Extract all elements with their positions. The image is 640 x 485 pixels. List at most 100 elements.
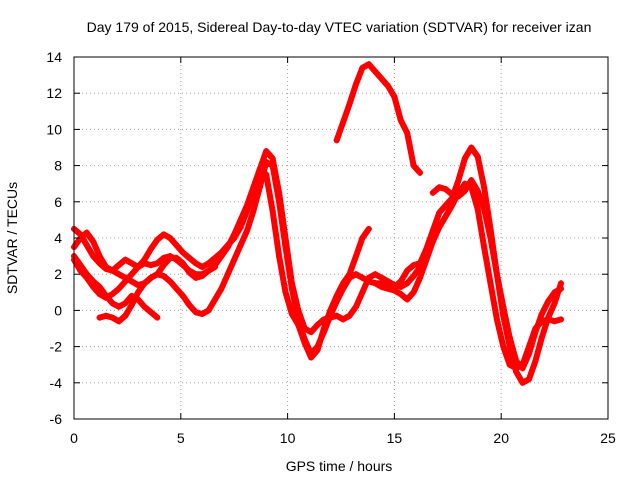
data-point [493, 271, 500, 278]
data-point [141, 280, 148, 287]
y-tick-label: 6 [54, 194, 62, 210]
data-point [135, 263, 142, 270]
y-tick-label: -2 [50, 339, 63, 355]
x-tick-label: 10 [280, 430, 296, 446]
data-point [352, 271, 359, 278]
data-point [346, 312, 353, 319]
data-point [269, 155, 276, 162]
data-point [372, 68, 379, 75]
data-point [199, 263, 206, 270]
data-point [493, 316, 500, 323]
data-point [314, 343, 321, 350]
data-point [179, 249, 186, 256]
data-point [109, 291, 116, 298]
data-point [103, 312, 110, 319]
data-point [455, 177, 462, 184]
data-point [96, 260, 103, 267]
data-point [340, 285, 347, 292]
data-point [352, 253, 359, 260]
data-point [417, 274, 424, 281]
data-point [474, 153, 481, 160]
data-point [154, 271, 161, 278]
data-point [558, 316, 565, 323]
data-point [314, 321, 321, 328]
data-point [417, 169, 424, 176]
data-point [237, 224, 244, 231]
data-point [90, 238, 97, 245]
data-point [391, 93, 398, 100]
data-point [410, 262, 417, 269]
data-point [308, 350, 315, 357]
data-point [378, 274, 385, 281]
data-point [481, 206, 488, 213]
series-trace [333, 61, 423, 176]
data-point [410, 162, 417, 169]
x-tick-label: 25 [600, 430, 616, 446]
series-arc-5 [96, 254, 218, 325]
data-point [506, 334, 513, 341]
data-point [160, 254, 167, 261]
data-point [250, 207, 257, 214]
data-point [359, 235, 366, 241]
y-tick-label: 12 [46, 85, 62, 101]
x-tick-label: 20 [493, 430, 509, 446]
x-tick-label: 15 [387, 430, 403, 446]
data-point [359, 289, 366, 296]
data-point [231, 256, 238, 263]
data-point [532, 329, 539, 336]
data-point [128, 260, 135, 267]
data-point [83, 229, 90, 236]
data-point [211, 263, 218, 270]
x-axis-label: GPS time / hours [286, 458, 393, 474]
data-point [167, 235, 174, 241]
y-tick-label: 4 [54, 230, 62, 246]
data-point [147, 309, 154, 316]
chart-title: Day 179 of 2015, Sidereal Day-to-day VTE… [87, 19, 592, 35]
data-point [397, 291, 404, 298]
data-point [333, 312, 340, 319]
data-point [224, 271, 231, 278]
data-point [404, 296, 411, 303]
data-point [301, 336, 308, 343]
data-point [211, 254, 218, 261]
y-tick-label: 14 [46, 49, 62, 65]
data-point [474, 187, 481, 194]
data-point [551, 318, 558, 325]
data-point [558, 285, 565, 292]
series-arc-8 [429, 177, 565, 372]
data-point [442, 202, 449, 209]
data-point [141, 303, 148, 310]
data-point [429, 227, 436, 234]
data-point [128, 278, 135, 285]
data-point [340, 119, 347, 126]
data-point [365, 278, 372, 285]
data-point [487, 235, 494, 241]
data-point [199, 311, 206, 318]
data-point [199, 273, 206, 280]
data-point [90, 253, 97, 260]
data-point [83, 242, 90, 249]
data-point [244, 227, 251, 234]
data-point [109, 300, 116, 307]
data-point [461, 155, 468, 162]
data-point [365, 61, 372, 68]
data-point [276, 253, 283, 260]
data-point [378, 75, 385, 82]
y-tick-label: 2 [54, 266, 62, 282]
data-point [468, 144, 475, 151]
data-point [288, 285, 295, 292]
data-point [282, 244, 289, 251]
data-point [160, 273, 167, 280]
data-point [455, 193, 462, 200]
data-point [192, 309, 199, 316]
data-point [154, 260, 161, 267]
data-point [525, 376, 532, 383]
data-point [244, 207, 251, 214]
data-point [115, 303, 122, 310]
data-point [179, 292, 186, 299]
data-point [327, 312, 334, 319]
data-point [173, 242, 180, 249]
data-point [538, 334, 545, 341]
data-point [115, 262, 122, 269]
